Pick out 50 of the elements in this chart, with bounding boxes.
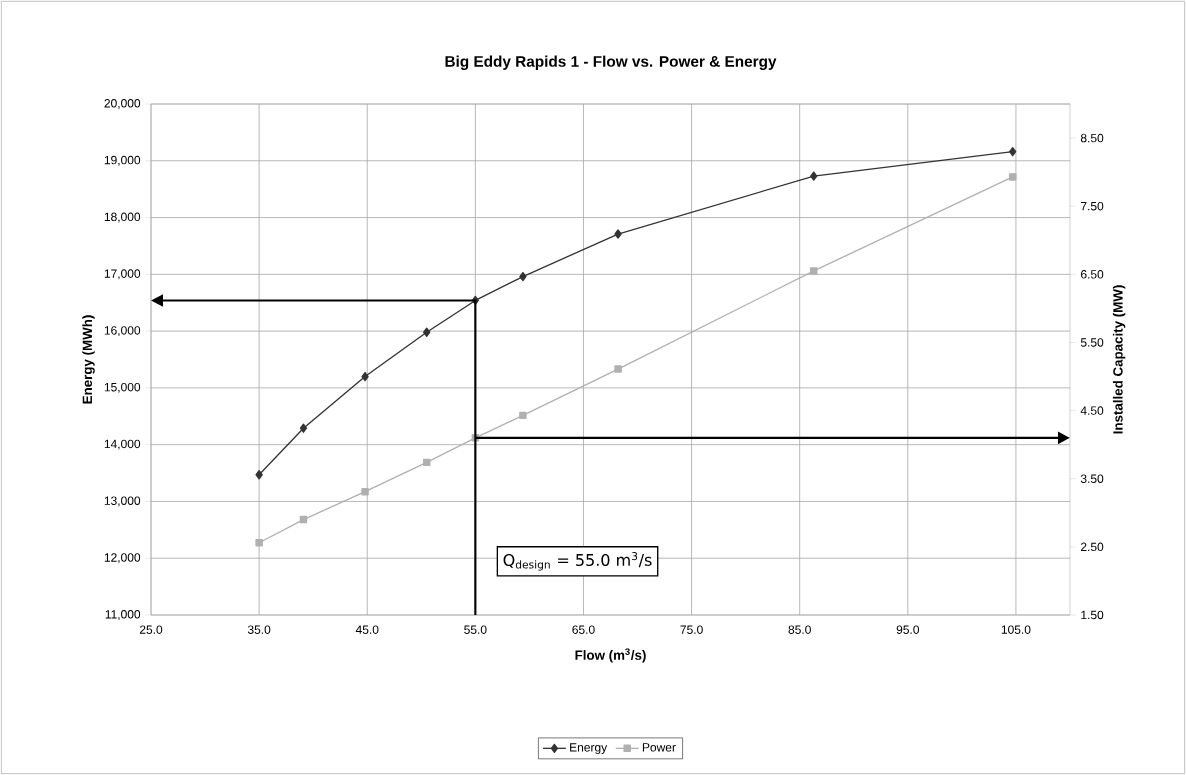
x-tick-label: 45.0 — [355, 625, 379, 634]
y2-axis-title: Installed Capacity (MW) — [1112, 285, 1126, 434]
x-tick-label: 35.0 — [247, 625, 271, 634]
x-tick-label: 25.0 — [139, 625, 163, 634]
y2-tick-label: 1.50 — [1081, 610, 1104, 620]
x-tick-label: 95.0 — [896, 625, 920, 634]
y-tick-label: 20,000 — [104, 99, 141, 109]
y-tick-label: 17,000 — [104, 269, 141, 280]
point — [614, 229, 622, 239]
point — [299, 515, 308, 524]
x-tick-label: 65.0 — [572, 625, 595, 634]
point — [1009, 147, 1017, 157]
point — [1008, 173, 1017, 181]
y2-tick-label: 7.50 — [1080, 201, 1104, 211]
x-axis-title: Flow (m$^{3}$/s) — [575, 648, 646, 663]
point — [423, 327, 431, 337]
point — [810, 267, 818, 275]
y2-tick-label: 8.50 — [1080, 133, 1104, 143]
legend-label: Power — [642, 743, 676, 752]
point — [810, 171, 818, 181]
y-tick-label: 18,000 — [104, 212, 141, 223]
point — [299, 423, 308, 433]
point — [519, 411, 527, 420]
x-tick-label: 105.0 — [1001, 625, 1031, 634]
x-tick-label: 85.0 — [788, 625, 811, 634]
x-tick-label: 55.0 — [464, 625, 487, 634]
y-tick-label: 15,000 — [104, 382, 141, 393]
point — [422, 458, 431, 467]
legend-label: Energy — [570, 743, 608, 754]
y2-tick-label: 6.50 — [1080, 270, 1104, 279]
point — [361, 487, 369, 496]
y-tick-label: 12,000 — [104, 553, 141, 564]
point — [361, 371, 369, 382]
y-tick-label: 13,000 — [104, 496, 141, 507]
y-tick-label: 16,000 — [104, 326, 141, 337]
y-tick-label: 11,000 — [105, 610, 141, 620]
x-tick-label: 75.0 — [680, 625, 703, 634]
ref-line-label: Q$_{design}$ = 55.0 m$^{3}$/s — [503, 552, 652, 571]
point — [255, 539, 263, 547]
chart-title: Big Eddy Rapids 1 - Flow vs. Power & Energy — [445, 55, 777, 70]
y-axis-title: Energy (MWh) — [82, 315, 95, 404]
point — [614, 365, 622, 373]
point — [519, 271, 527, 282]
y2-tick-label: 2.50 — [1080, 542, 1104, 552]
y2-tick-label: 4.50 — [1080, 406, 1104, 415]
y-tick-label: 19,000 — [104, 155, 141, 166]
point — [255, 470, 263, 480]
y2-tick-label: 3.50 — [1080, 474, 1104, 483]
y-tick-label: 14,000 — [104, 439, 141, 450]
y2-tick-label: 5.50 — [1080, 338, 1104, 347]
